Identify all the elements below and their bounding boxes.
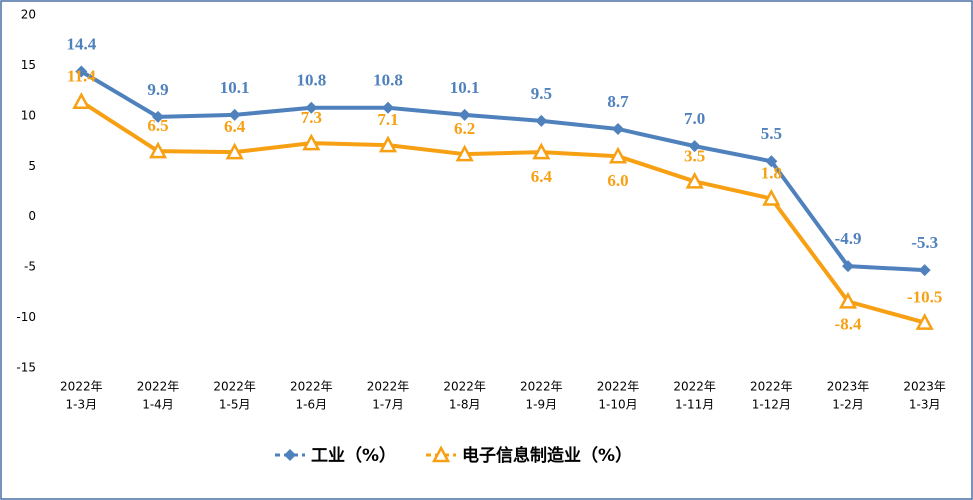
value-label: 10.8 (373, 71, 403, 90)
value-label: 11.4 (67, 67, 96, 86)
y-tick-label: -5 (24, 260, 36, 274)
point (378, 135, 398, 153)
value-label: 10.8 (296, 71, 326, 90)
point (225, 142, 244, 160)
point (612, 122, 624, 135)
value-label: -8.4 (835, 314, 862, 333)
point (608, 146, 628, 164)
x-tick-label: 1-10月 (598, 398, 637, 412)
point (152, 110, 164, 123)
value-label: 6.0 (607, 171, 628, 190)
y-tick-label: -10 (16, 310, 36, 324)
y-tick-label: 5 (28, 159, 36, 173)
x-tick-label: 1-11月 (675, 398, 714, 412)
point (762, 188, 781, 206)
y-tick-label: 20 (21, 8, 36, 22)
value-label: 3.5 (684, 146, 705, 165)
point (72, 92, 91, 109)
point (685, 171, 704, 189)
point (765, 155, 778, 168)
point (688, 140, 701, 153)
x-tick-label: 2022年 (213, 380, 256, 394)
y-tick-label: 0 (28, 209, 36, 223)
point (302, 133, 321, 151)
point (305, 101, 318, 114)
point (918, 264, 931, 277)
value-label: 10.1 (450, 78, 480, 97)
x-tick-label: 2022年 (750, 380, 793, 394)
x-tick-label: 1-3月 (66, 398, 98, 412)
value-label: -5.3 (911, 233, 938, 252)
point (535, 114, 548, 127)
value-label: 7.1 (377, 110, 398, 129)
x-tick-label: 1-6月 (296, 398, 328, 412)
value-label: 6.5 (147, 116, 168, 135)
point (842, 260, 854, 273)
x-tick-label: 2022年 (60, 380, 103, 394)
point (915, 312, 934, 330)
x-tick-label: 2023年 (827, 380, 870, 394)
y-tick-label: 10 (21, 108, 36, 122)
x-tick-label: 1-12月 (752, 398, 791, 412)
x-tick-label: 2022年 (137, 380, 180, 394)
point (458, 108, 471, 121)
point (75, 65, 88, 78)
series-line (80, 69, 925, 273)
value-label: 8.7 (607, 92, 629, 111)
x-tick-label: 2022年 (597, 380, 640, 394)
value-label: -10.5 (907, 288, 942, 307)
x-tick-label: 1-8月 (449, 398, 481, 412)
value-label: 6.2 (454, 119, 475, 138)
x-tick-label: 2022年 (367, 380, 410, 394)
value-label: 7.0 (684, 109, 705, 128)
y-tick-label: 15 (21, 58, 36, 72)
x-tick-label: 2022年 (520, 380, 563, 394)
point (455, 144, 474, 162)
x-tick-label: 2022年 (443, 380, 486, 394)
value-label: 10.1 (220, 78, 250, 97)
point (382, 101, 394, 114)
value-label: 6.4 (531, 167, 553, 186)
x-tick-label: 1-4月 (142, 398, 174, 412)
point (532, 142, 551, 160)
point (228, 108, 241, 121)
x-tick-label: 1-7月 (372, 398, 404, 412)
x-tick-label: 1-5月 (219, 398, 251, 412)
point (148, 141, 168, 159)
x-tick-label: 1-9月 (526, 398, 558, 412)
x-tick-label: 1-3月 (909, 398, 941, 412)
legend-label: 电子信息制造业（%） (462, 445, 632, 466)
value-label: 5.5 (761, 124, 782, 143)
x-tick-label: 2022年 (673, 380, 716, 394)
x-tick-label: 2022年 (290, 380, 333, 394)
value-label: 14.4 (66, 34, 96, 53)
value-label: 6.4 (224, 117, 246, 136)
value-label: -4.9 (835, 229, 862, 248)
point (284, 449, 296, 461)
value-label: 9.5 (531, 84, 552, 103)
y-tick-label: -15 (16, 361, 36, 375)
point (838, 291, 858, 309)
point (431, 445, 451, 463)
x-tick-label: 1-2月 (832, 398, 864, 412)
legend-label: 工业（%） (311, 445, 396, 466)
value-label: 1.8 (761, 163, 782, 182)
value-label: 9.9 (147, 80, 168, 99)
series-line (80, 100, 926, 325)
x-tick-label: 2023年 (903, 380, 946, 394)
value-label: 7.3 (301, 108, 322, 127)
